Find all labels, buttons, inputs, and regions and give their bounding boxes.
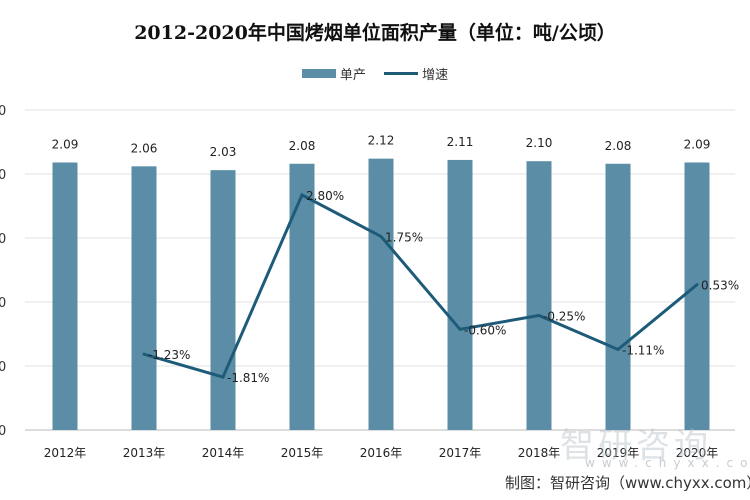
growth-value-label: -0.25% [543,309,585,323]
chart-title: 2012-2020年中国烤烟单位面积产量（单位：吨/公顷） [134,22,616,44]
growth-value-label: 2.80% [306,189,344,203]
x-tick-label: 2016年 [360,446,403,460]
bar-value-label: 2.08 [289,139,316,153]
growth-point [300,193,304,197]
bar [526,161,552,430]
x-tick-label: 2015年 [281,446,324,460]
growth-point [616,347,620,351]
bar [605,163,631,430]
growth-line [143,192,698,379]
x-tick-label: 2012年 [44,446,87,460]
bar [684,162,710,431]
bar-value-label: 2.11 [447,135,474,149]
bar [131,166,157,430]
bar-value-label: 2.06 [131,141,158,155]
y-tick-label: 0 [0,296,6,311]
bar [52,162,78,431]
bar [210,170,236,430]
legend-label-growth: 增速 [422,68,449,83]
growth-point [695,283,699,287]
growth-value-label: 0.53% [701,279,739,293]
bar [368,158,394,430]
legend: 单产 增速 [0,64,750,83]
growth-value-label: 1.75% [385,230,423,244]
growth-value-label: -1.81% [227,371,269,385]
bar [289,163,315,430]
bar-value-label: 2.10 [526,136,553,150]
x-tick-label: 2013年 [123,446,166,460]
growth-point [142,352,146,356]
x-tick-label: 2019年 [597,446,640,460]
legend-swatch-line [384,72,419,75]
growth-value-label: -1.11% [622,343,664,357]
bar [447,159,473,431]
growth-value-label: -1.23% [148,348,190,362]
bar-value-label: 2.09 [52,137,79,151]
watermark-url: www.chyxx.com [585,456,750,470]
bar-value-label: 2.09 [684,137,711,151]
x-tick-label: 2014年 [202,446,245,460]
x-tick-label: 2020年 [676,446,719,460]
y-tick-label: 0 [0,232,6,247]
watermark-logo: 智研咨询 [560,426,712,466]
growth-point [379,234,383,238]
growth-value-label: -0.60% [464,323,506,337]
bar-value-label: 2.12 [368,134,395,148]
x-tick-label: 2017年 [439,446,482,460]
y-tick-label: 0 [0,104,6,119]
bar-value-label: 2.08 [605,139,632,153]
growth-point [458,327,462,331]
x-tick-label: 2018年 [518,446,561,460]
y-tick-label: 0 [0,168,6,183]
source-note: 制图：智研咨询（www.chyxx.com） [505,474,750,492]
y-tick-label: 0 [0,424,6,439]
y-tick-label: 0 [0,360,6,375]
legend-swatch-bar [301,69,336,78]
growth-point [221,375,225,379]
growth-point [537,313,541,317]
bar-value-label: 2.03 [210,145,237,159]
legend-label-yield: 单产 [339,68,366,83]
